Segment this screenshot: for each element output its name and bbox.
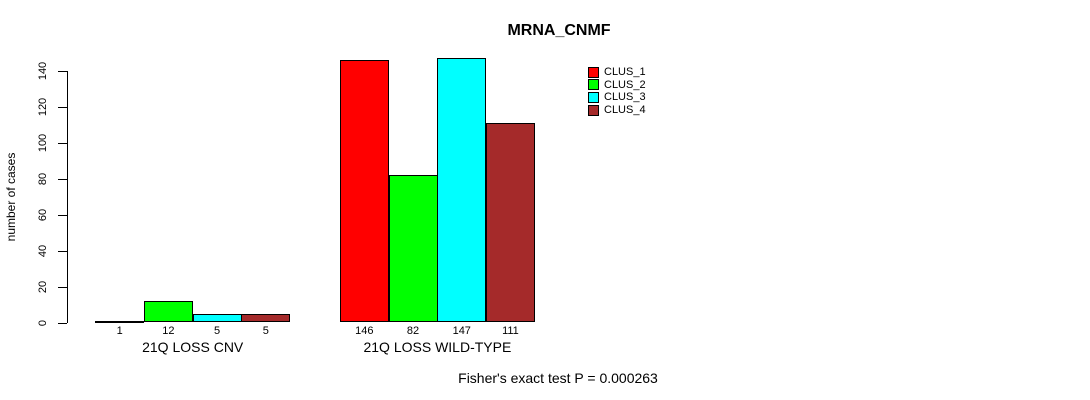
bar-value-label: 147 bbox=[452, 325, 471, 337]
legend-swatch-clus_1 bbox=[588, 66, 599, 78]
y-tick-label: 80 bbox=[37, 172, 49, 185]
y-tick-mark bbox=[58, 322, 67, 324]
legend-label-clus_1: CLUS_1 bbox=[604, 66, 646, 78]
bar-value-label: 146 bbox=[355, 325, 374, 337]
bar-value-label: 5 bbox=[262, 325, 269, 337]
bar-clus_1-2 bbox=[340, 59, 389, 323]
chart-title: MRNA_CNMF bbox=[507, 22, 611, 39]
y-axis-label: number of cases bbox=[4, 152, 18, 242]
legend-label-clus_3: CLUS_3 bbox=[604, 91, 646, 104]
y-tick-mark bbox=[58, 70, 67, 72]
bar-value-label: 111 bbox=[502, 325, 519, 337]
bar-clus_4-2 bbox=[486, 122, 535, 323]
y-tick-label: 140 bbox=[37, 61, 49, 80]
y-tick-label: 40 bbox=[37, 244, 49, 257]
bar-clus_4-1 bbox=[241, 313, 290, 323]
y-axis-line bbox=[67, 70, 68, 324]
y-tick-mark bbox=[58, 142, 67, 144]
y-tick-mark bbox=[58, 214, 67, 216]
bar-clus_2-1 bbox=[144, 300, 193, 323]
legend-label-clus_4: CLUS_4 bbox=[604, 104, 646, 117]
y-tick-label: 0 bbox=[37, 319, 49, 326]
bar-value-label: 5 bbox=[213, 325, 221, 337]
bar-value-label: 82 bbox=[406, 325, 420, 337]
y-tick-mark bbox=[58, 106, 67, 108]
legend-swatch-clus_4 bbox=[588, 104, 599, 116]
bar-clus_3-2 bbox=[437, 58, 486, 323]
y-tick-label: 60 bbox=[37, 208, 49, 221]
y-tick-mark bbox=[58, 250, 67, 252]
legend-swatch-clus_3 bbox=[588, 91, 599, 103]
bar-value-label: 12 bbox=[162, 325, 175, 337]
x-group-label: 21Q LOSS WILD-TYPE bbox=[363, 339, 512, 355]
y-tick-label: 100 bbox=[37, 133, 49, 152]
bar-clus_3-1 bbox=[193, 313, 242, 323]
bar-value-label: 1 bbox=[116, 325, 123, 337]
y-tick-mark bbox=[58, 286, 67, 288]
y-tick-label: 20 bbox=[37, 280, 49, 293]
legend-swatch-clus_2 bbox=[588, 79, 599, 91]
legend-label-clus_2: CLUS_2 bbox=[604, 78, 646, 91]
annotation-text: Fisher's exact test P = 0.000263 bbox=[458, 370, 658, 386]
y-tick-label: 120 bbox=[37, 97, 49, 116]
y-tick-mark bbox=[58, 178, 67, 180]
bar-clus_1-1 bbox=[95, 320, 144, 323]
x-group-label: 21Q LOSS CNV bbox=[142, 339, 244, 355]
bar-clus_2-2 bbox=[389, 175, 438, 323]
